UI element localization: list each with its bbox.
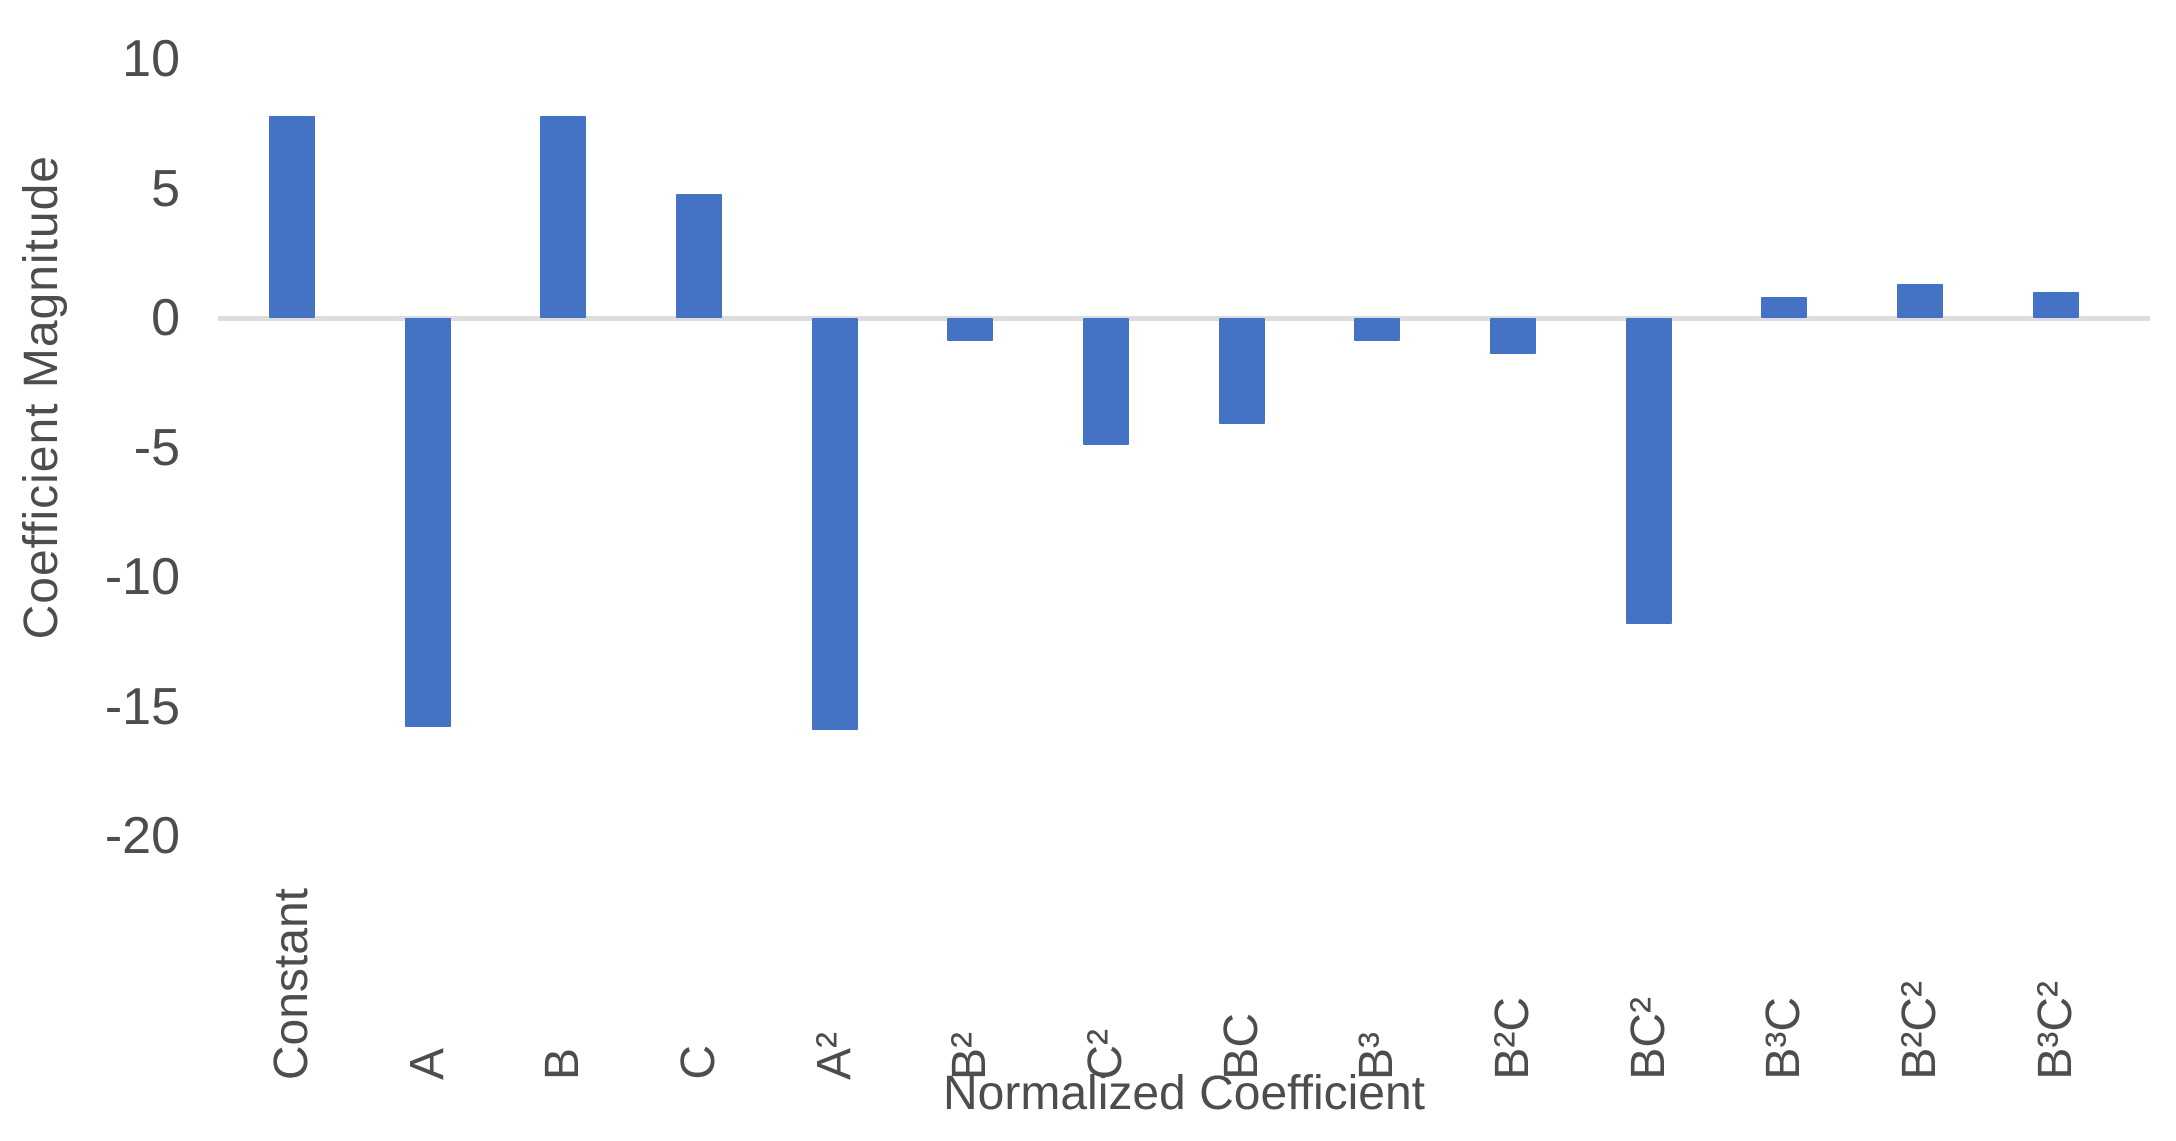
bar-B <box>540 115 587 318</box>
bar-BC² <box>1625 318 1672 624</box>
bar-C <box>675 193 722 318</box>
x-axis-title: Normalized Coefficient <box>943 1067 1425 1120</box>
bar-B³ <box>1354 318 1401 342</box>
x-category-label: A <box>400 1047 454 1080</box>
bar-A <box>404 318 451 728</box>
x-category-label: A² <box>807 1032 861 1080</box>
y-tick-label: -15 <box>104 677 180 736</box>
y-tick-label: -20 <box>104 807 180 865</box>
x-category-label: C² <box>1078 1029 1132 1080</box>
x-category-label: B²C <box>1485 997 1539 1080</box>
bar-BC <box>1218 318 1265 425</box>
x-category-label: B²C² <box>1892 981 1946 1080</box>
y-tick-label: -10 <box>104 548 180 606</box>
x-category-label: B² <box>943 1032 997 1080</box>
x-category-label: C <box>671 1045 725 1080</box>
x-category-label: BC² <box>1621 997 1675 1080</box>
bar-B³C² <box>2032 292 2079 318</box>
bar-B³C <box>1761 297 1808 318</box>
bar-A² <box>811 318 858 730</box>
bar-C² <box>1082 318 1129 445</box>
x-category-label: B <box>536 1047 590 1080</box>
x-category-label: B³ <box>1350 1032 1404 1080</box>
y-tick-label: 5 <box>151 159 180 218</box>
bar-B²C <box>1489 318 1536 355</box>
x-category-label: Constant <box>265 887 318 1080</box>
x-axis-zero-line <box>218 316 2150 321</box>
x-category-label: B³C <box>1757 997 1811 1080</box>
x-category-label: B³C² <box>2028 981 2082 1080</box>
bar-B²C² <box>1896 284 1943 318</box>
bar-Constant <box>269 115 315 318</box>
bar-B² <box>947 318 994 342</box>
y-tick-label: -5 <box>133 418 180 477</box>
y-tick-label: 10 <box>122 30 180 88</box>
y-tick-label: 0 <box>151 289 180 347</box>
x-category-label: BC <box>1214 1013 1268 1080</box>
